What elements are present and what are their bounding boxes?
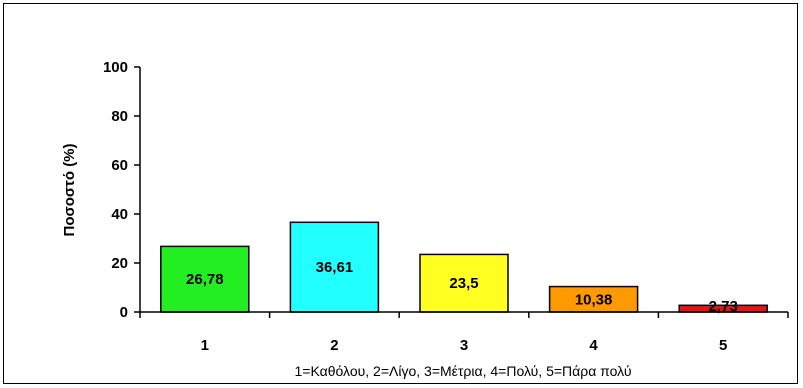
bars-group (160, 221, 768, 313)
x-tick-3: 3 (460, 337, 468, 354)
y-tick-100: 100 (103, 59, 128, 76)
x-tick-5: 5 (719, 337, 727, 354)
x-tick-4: 4 (589, 337, 598, 354)
axes-group (134, 66, 789, 318)
y-tick-20: 20 (111, 255, 128, 272)
y-tick-80: 80 (111, 108, 128, 125)
y-tick-40: 40 (111, 206, 128, 223)
bar-3 (419, 253, 509, 313)
y-tick-60: 60 (111, 157, 128, 174)
data-label-4: 10,38 (575, 291, 613, 308)
data-label-2: 36,61 (316, 259, 354, 276)
data-label-5: 2,73 (709, 298, 738, 315)
y-tick-0: 0 (120, 304, 128, 321)
x-tick-2: 2 (330, 337, 338, 354)
data-labels: 26,78 36,61 23,5 10,38 2,73 (186, 259, 738, 315)
y-tick-labels: 0 20 40 60 80 100 (103, 59, 128, 321)
data-label-3: 23,5 (449, 275, 478, 292)
x-axis-title: 1=Καθόλου, 2=Λίγο, 3=Μέτρια, 4=Πολύ, 5=Π… (295, 363, 632, 379)
y-axis-title: Ποσοστό (%) (61, 143, 78, 236)
bar-2 (289, 221, 380, 313)
x-tick-1: 1 (201, 337, 209, 354)
bar-1 (160, 245, 250, 313)
data-label-1: 26,78 (186, 271, 224, 288)
x-tick-labels: 1 2 3 4 5 (201, 337, 728, 354)
